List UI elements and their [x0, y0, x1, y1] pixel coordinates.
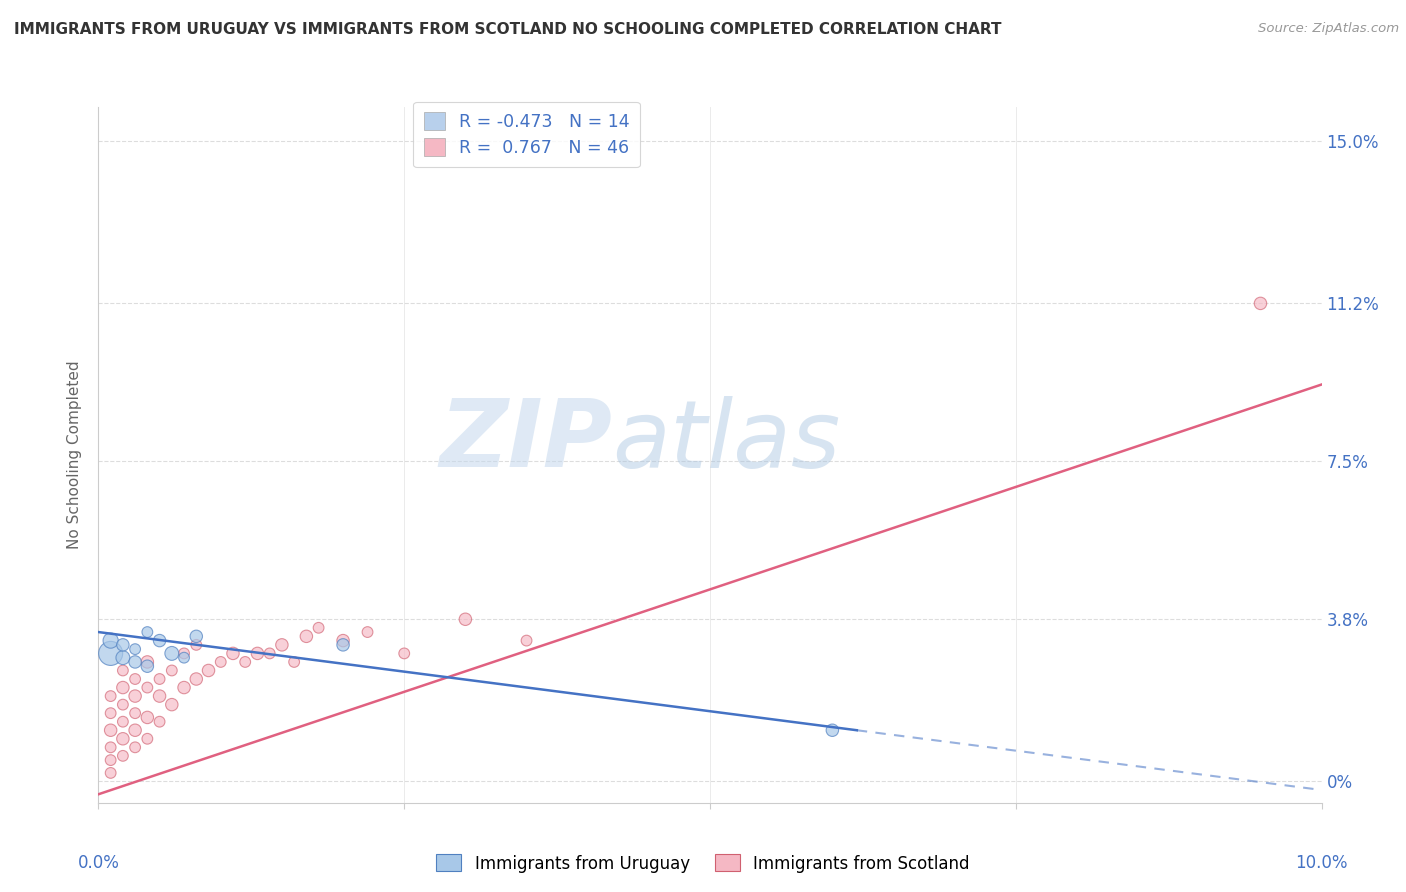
Point: [136, 710, 159, 724]
Point: [821, 723, 844, 738]
Point: [160, 698, 183, 712]
Point: [100, 740, 122, 755]
Point: [111, 714, 134, 729]
Point: [136, 731, 159, 746]
Point: [149, 714, 172, 729]
Point: [160, 647, 183, 661]
Point: [186, 672, 208, 686]
Point: [222, 647, 245, 661]
Point: [332, 633, 354, 648]
Text: 0.0%: 0.0%: [77, 854, 120, 872]
Point: [111, 731, 134, 746]
Point: [100, 723, 122, 738]
Point: [100, 647, 122, 661]
Point: [124, 706, 146, 721]
Point: [173, 681, 195, 695]
Text: Source: ZipAtlas.com: Source: ZipAtlas.com: [1258, 22, 1399, 36]
Point: [308, 621, 330, 635]
Point: [332, 638, 354, 652]
Legend: Immigrants from Uruguay, Immigrants from Scotland: Immigrants from Uruguay, Immigrants from…: [430, 847, 976, 880]
Point: [111, 698, 134, 712]
Point: [124, 642, 146, 657]
Point: [186, 638, 208, 652]
Point: [136, 681, 159, 695]
Text: 10.0%: 10.0%: [1295, 854, 1348, 872]
Point: [259, 647, 281, 661]
Point: [283, 655, 305, 669]
Point: [136, 655, 159, 669]
Point: [124, 723, 146, 738]
Point: [233, 655, 256, 669]
Point: [100, 753, 122, 767]
Point: [160, 664, 183, 678]
Point: [100, 706, 122, 721]
Point: [454, 612, 477, 626]
Point: [111, 681, 134, 695]
Point: [173, 650, 195, 665]
Text: atlas: atlas: [612, 395, 841, 486]
Point: [209, 655, 232, 669]
Point: [149, 689, 172, 703]
Point: [100, 633, 122, 648]
Point: [124, 672, 146, 686]
Point: [186, 629, 208, 643]
Point: [392, 647, 416, 661]
Point: [173, 647, 195, 661]
Text: ZIP: ZIP: [439, 395, 612, 487]
Point: [1249, 296, 1271, 310]
Point: [100, 689, 122, 703]
Point: [149, 633, 172, 648]
Point: [356, 625, 378, 640]
Point: [111, 748, 134, 763]
Point: [295, 629, 318, 643]
Point: [197, 664, 219, 678]
Y-axis label: No Schooling Completed: No Schooling Completed: [67, 360, 83, 549]
Point: [136, 625, 159, 640]
Point: [516, 633, 538, 648]
Point: [100, 766, 122, 780]
Point: [124, 740, 146, 755]
Point: [246, 647, 269, 661]
Point: [124, 689, 146, 703]
Point: [270, 638, 292, 652]
Point: [111, 664, 134, 678]
Point: [149, 672, 172, 686]
Point: [124, 655, 146, 669]
Point: [111, 650, 134, 665]
Point: [136, 659, 159, 673]
Text: IMMIGRANTS FROM URUGUAY VS IMMIGRANTS FROM SCOTLAND NO SCHOOLING COMPLETED CORRE: IMMIGRANTS FROM URUGUAY VS IMMIGRANTS FR…: [14, 22, 1001, 37]
Point: [111, 638, 134, 652]
Legend: R = -0.473   N = 14, R =  0.767   N = 46: R = -0.473 N = 14, R = 0.767 N = 46: [413, 102, 640, 167]
